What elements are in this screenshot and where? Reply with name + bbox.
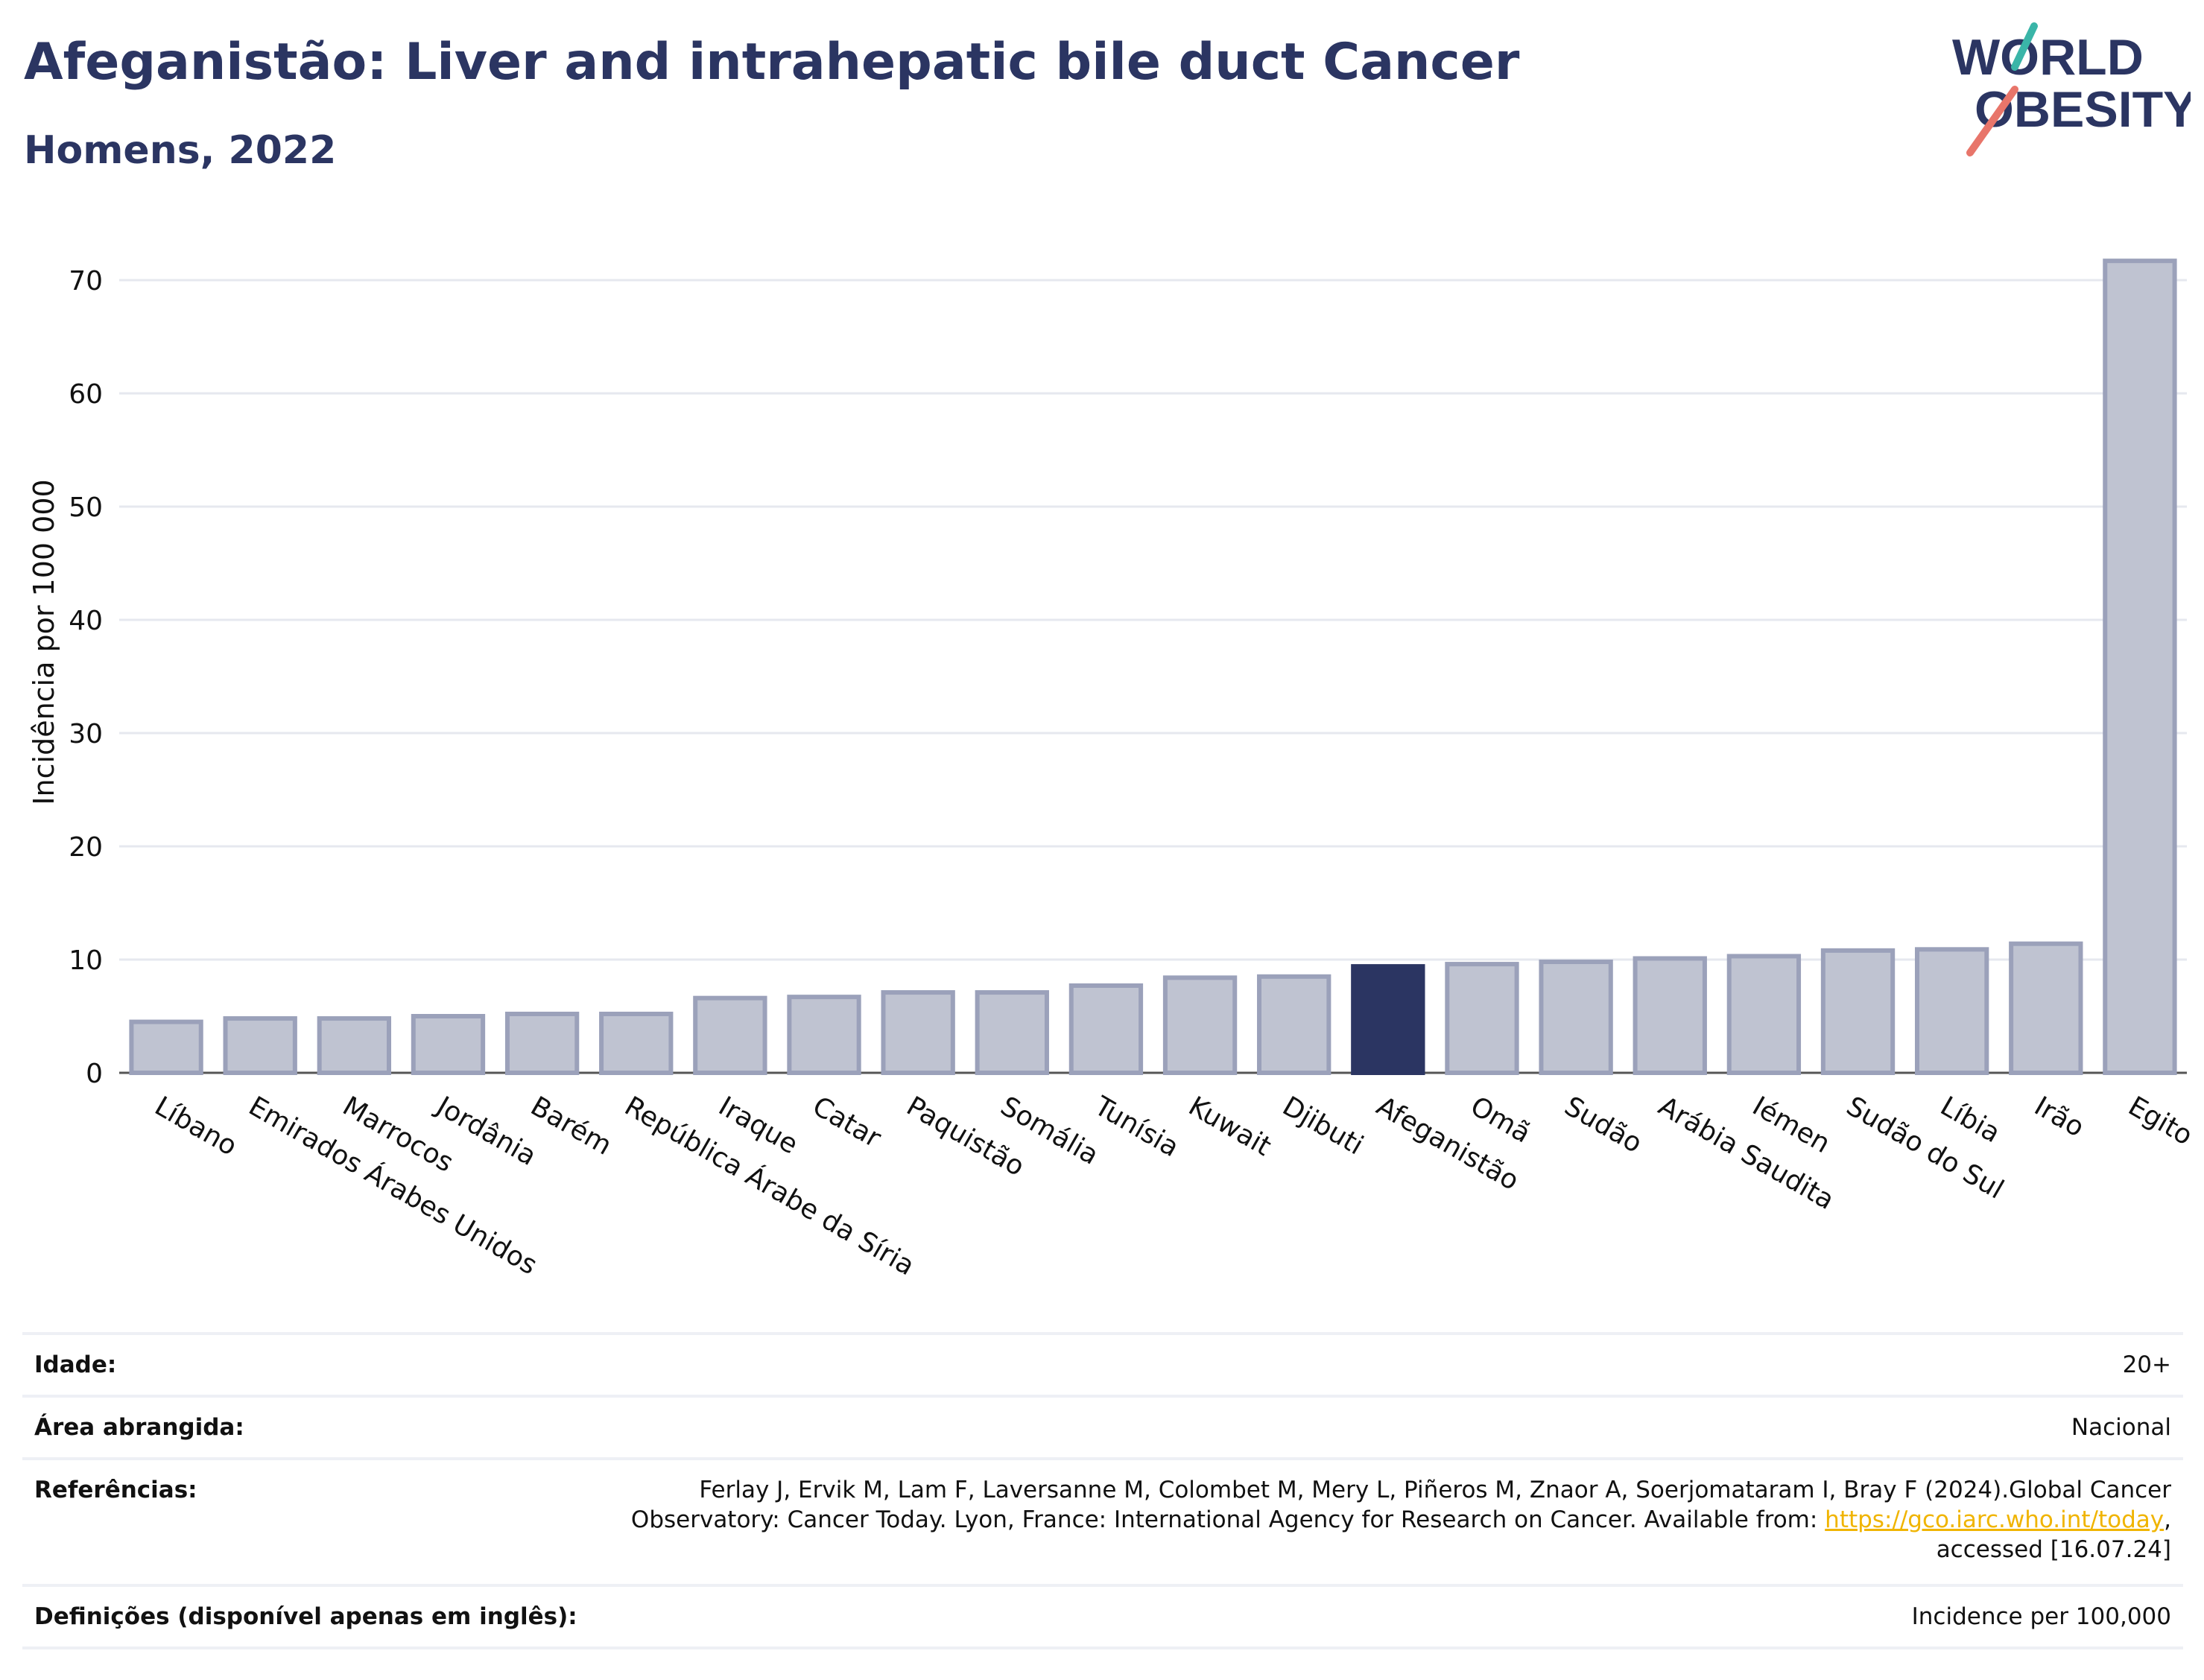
y-tick-label: 0 [86,1059,103,1089]
x-tick-label: Catar [808,1091,887,1154]
reference-line-2: Observatory: Cancer Today. Lyon, France:… [22,1505,2171,1535]
reference-line-3: accessed [16.07.24] [1936,1536,2171,1563]
reference-line-2-text: Observatory: Cancer Today. Lyon, France:… [630,1506,1825,1533]
info-value-references: Ferlay J, Ervik M, Lam F, Laversanne M, … [22,1460,2183,1565]
logo-text-obesity: OBESITY [1975,81,2191,138]
bar-18[interactable] [1820,948,1896,1075]
y-tick-label: 10 [69,945,103,976]
bar-0[interactable] [129,1019,203,1075]
logo-slash-coral [1966,86,2018,156]
logo-text-world: WORLD [1952,29,2144,86]
y-tick-label: 30 [69,719,103,749]
x-tick-label: Djibuti [1277,1091,1368,1161]
x-tick-label: Kuwait [1183,1091,1276,1162]
x-tick-label: Líbia [1935,1091,2005,1149]
bar-9[interactable] [975,990,1049,1075]
bar-13[interactable] [1351,964,1425,1075]
x-tick-label: Egito [2123,1091,2197,1151]
bar-chart: 0 10 20 30 40 50 60 70 Líbano Emirados Árabes Un… [28,259,2198,1281]
info-label-references: Referências: [34,1477,197,1503]
bar-6[interactable] [693,995,767,1076]
bar-11[interactable] [1162,975,1238,1075]
info-table: Idade: 20+ Área abrangida: Nacional Refe… [22,1332,2183,1649]
bar-5[interactable] [599,1011,674,1075]
x-tick-label: Irão [2029,1091,2089,1143]
bar-20[interactable] [2009,941,2083,1075]
info-value-area: Nacional [2071,1414,2171,1441]
page-subtitle: Homens, 2022 [24,128,337,173]
reference-line-1: Ferlay J, Ervik M, Lam F, Laversanne M, … [699,1477,2171,1503]
y-axis-ticks: 0 10 20 30 40 50 60 70 [69,266,103,1089]
info-row-definitions: Definições (disponível apenas em inglês)… [22,1584,2183,1649]
bar-19[interactable] [1914,947,1989,1075]
x-tick-label: Omã [1465,1091,1536,1149]
info-label-area: Área abrangida: [34,1414,244,1441]
bars [129,259,2177,1076]
info-label-age: Idade: [34,1351,117,1378]
info-row-age: Idade: 20+ [22,1332,2183,1395]
bar-3[interactable] [411,1014,486,1075]
x-tick-label: Sudão [1559,1091,1647,1159]
x-tick-label: Líbano [150,1091,242,1161]
bar-4[interactable] [504,1011,580,1075]
info-value-age: 20+ [2122,1351,2171,1378]
reference-link[interactable]: https://gco.iarc.who.int/today [1825,1506,2165,1533]
bar-14[interactable] [1445,962,1519,1075]
world-obesity-logo[interactable]: WORLD OBESITY [1945,15,2191,164]
bar-17[interactable] [1726,954,1802,1075]
bar-15[interactable] [1539,960,1613,1076]
x-tick-label: Tunísia [1089,1091,1184,1163]
x-tick-label: Barém [525,1091,617,1161]
info-value-definitions: Incidence per 100,000 [1911,1603,2171,1630]
x-tick-label: Sudão do Sul [1841,1091,2009,1205]
y-tick-label: 60 [69,379,103,410]
y-tick-label: 20 [69,832,103,863]
bar-2[interactable] [317,1016,392,1076]
y-axis-label: Incidência por 100 000 [28,479,60,805]
bar-8[interactable] [881,990,955,1075]
bar-1[interactable] [223,1016,297,1076]
bar-21[interactable] [2103,259,2177,1075]
y-tick-label: 70 [69,266,103,297]
bar-12[interactable] [1257,974,1331,1076]
y-tick-label: 50 [69,492,103,523]
y-tick-label: 40 [69,606,103,636]
info-row-references: Referências: Ferlay J, Ervik M, Lam F, L… [22,1457,2183,1584]
bar-16[interactable] [1633,956,1707,1075]
logo-slash-teal [2011,22,2038,71]
bar-10[interactable] [1068,983,1144,1075]
reference-line-2-end: , [2164,1506,2171,1533]
bar-7[interactable] [787,995,861,1076]
x-axis-ticks: Líbano Emirados Árabes UnidosMarrocosJord… [150,1090,2198,1281]
page-title: Afeganistão: Liver and intrahepatic bile… [24,33,1520,92]
info-label-definitions: Definições (disponível apenas em inglês)… [34,1603,577,1630]
info-row-area: Área abrangida: Nacional [22,1395,2183,1457]
